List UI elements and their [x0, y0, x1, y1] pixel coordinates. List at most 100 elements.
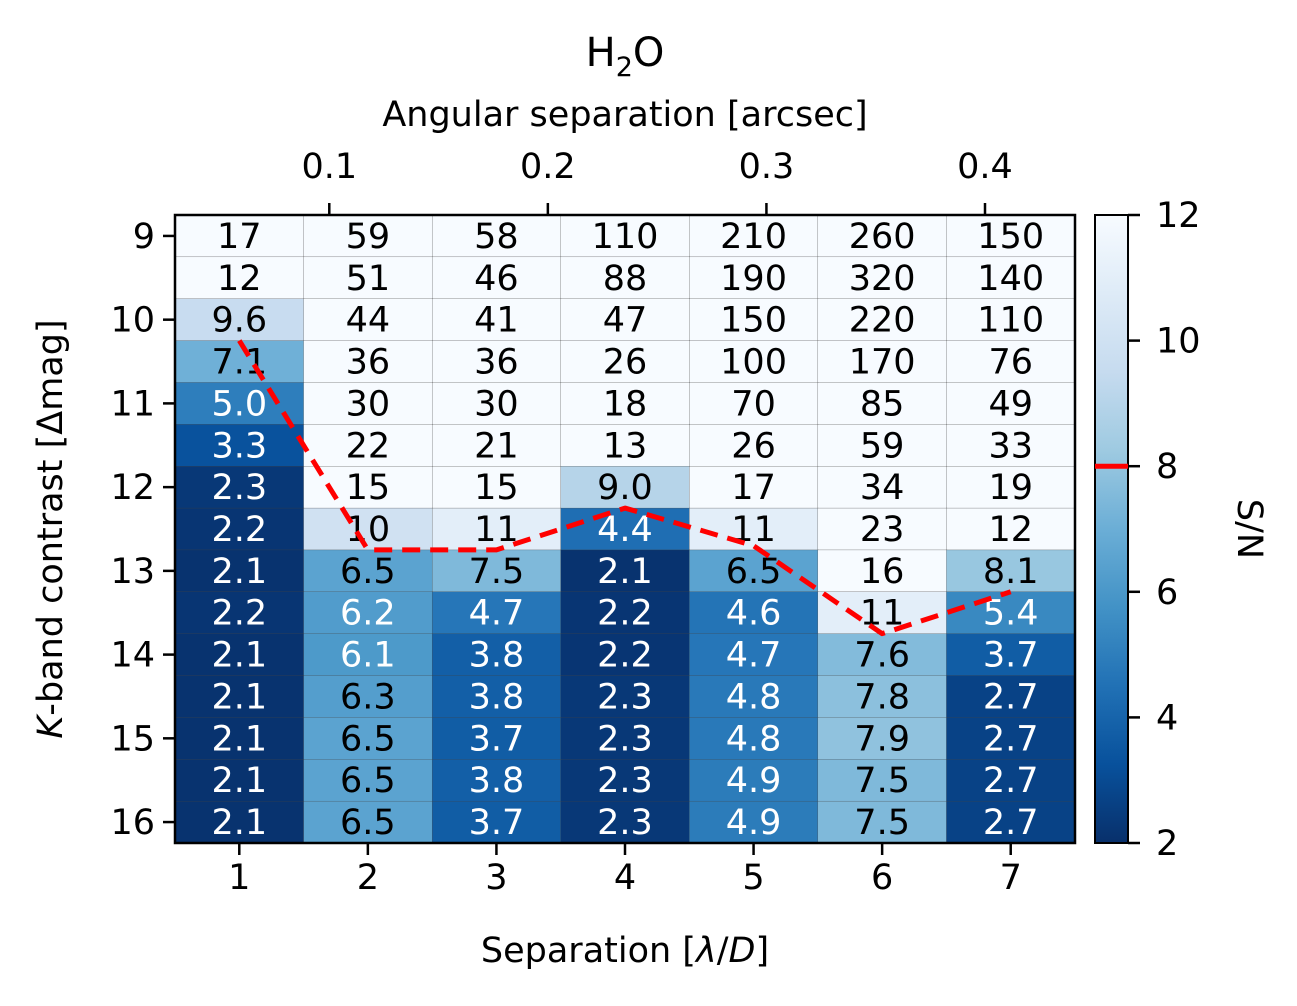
heatmap-cell: [431, 633, 562, 677]
cell-value-label: 59: [346, 217, 391, 257]
cell-value-label: 2.1: [211, 552, 267, 592]
cell-value-label: 4.9: [726, 803, 782, 843]
heatmap-cell: [817, 507, 948, 551]
cell-value-label: 7.6: [854, 636, 910, 676]
heatmap-cell: [946, 382, 1076, 425]
heatmap-cell: [817, 591, 948, 635]
cell-value-label: 4.8: [726, 719, 782, 759]
heatmap-cell: [303, 214, 433, 258]
secondary-x-tick-label: 0.2: [520, 147, 576, 187]
cell-value-label: 30: [474, 384, 519, 424]
cell-value-label: 85: [860, 384, 905, 424]
cell-value-label: 51: [346, 259, 391, 299]
cell-value-label: 2.2: [597, 636, 653, 676]
heatmap-cell: [689, 298, 819, 342]
cell-value-label: 3.7: [469, 719, 525, 759]
cell-value-label: 17: [731, 468, 776, 508]
y-tick-label: 15: [110, 719, 155, 759]
heatmap-cell: [303, 340, 433, 384]
y-tick-label: 12: [110, 468, 155, 508]
heatmap-cell: [817, 382, 948, 425]
cell-value-label: 5.0: [211, 384, 267, 424]
cell-value-label: 7.5: [854, 761, 910, 801]
cell-value-label: 47: [603, 301, 648, 341]
cell-value-label: 15: [474, 468, 519, 508]
heatmap-cell: [946, 466, 1076, 509]
colorbar-tick-label: 6: [1156, 573, 1178, 613]
heatmap-cell: [303, 507, 433, 551]
heatmap-cell: [174, 591, 305, 635]
cell-value-label: 3.7: [469, 803, 525, 843]
heatmap-cell: [431, 549, 562, 593]
cell-value-label: 260: [849, 217, 916, 257]
heatmap-cell: [560, 214, 690, 258]
cell-value-label: 58: [474, 217, 519, 257]
cell-value-label: 15: [346, 468, 391, 508]
heatmap-cell: [174, 214, 305, 258]
heatmap-cell: [946, 633, 1076, 677]
cell-value-label: 2.7: [983, 803, 1039, 843]
heatmap-cells: [174, 214, 1076, 844]
cell-value-label: 19: [988, 468, 1033, 508]
y-tick-label: 10: [110, 301, 155, 341]
cell-value-label: 2.1: [211, 636, 267, 676]
cell-value-label: 150: [720, 301, 787, 341]
heatmap-cell: [560, 340, 690, 384]
cell-value-label: 100: [720, 343, 787, 383]
cell-value-label: 11: [731, 510, 776, 550]
cell-value-label: 170: [849, 343, 916, 383]
colorbar-tick-label: 2: [1156, 824, 1178, 864]
cell-value-label: 6.5: [726, 552, 782, 592]
heatmap-cell: [431, 466, 562, 509]
heatmap-cell: [303, 800, 433, 844]
heatmap-cell: [689, 214, 819, 258]
y-tick-label: 14: [110, 636, 155, 676]
x-axis-ticks: 1 2 3 4 5 6 7: [228, 843, 1022, 898]
colorbar-tick-label: 8: [1156, 447, 1178, 487]
cell-value-label: 3.8: [469, 636, 525, 676]
colorbar-title: S/N: [1229, 499, 1269, 559]
cell-value-label: 26: [603, 343, 648, 383]
heatmap-cell: [174, 507, 305, 551]
cell-value-label: 2.7: [983, 677, 1039, 717]
heatmap-cell: [689, 633, 819, 677]
heatmap-cell: [174, 256, 305, 300]
heatmap-cell: [303, 466, 433, 509]
heatmap-cell: [431, 759, 562, 802]
cell-value-label: 4.9: [726, 761, 782, 801]
heatmap-cell: [946, 675, 1076, 719]
cell-value-label: 190: [720, 259, 787, 299]
cell-value-label: 21: [474, 426, 519, 466]
heatmap-cell: [560, 591, 690, 635]
cell-value-label: 9.6: [211, 301, 267, 341]
heatmap-cell: [946, 507, 1076, 551]
heatmap-cell: [946, 424, 1076, 467]
cell-value-label: 12: [217, 259, 262, 299]
x-tick-label: 4: [614, 858, 636, 898]
heatmap-cell: [689, 507, 819, 551]
heatmap-cell: [431, 382, 562, 425]
cell-value-label: 7.5: [854, 803, 910, 843]
heatmap-cell: [817, 633, 948, 677]
cell-value-label: 36: [474, 343, 519, 383]
cell-value-label: 49: [988, 384, 1033, 424]
heatmap-cell: [174, 800, 305, 844]
heatmap-cell: [689, 340, 819, 384]
heatmap-cell: [174, 675, 305, 719]
x-axis-title: Separation [λ/D]: [481, 931, 769, 971]
heatmap-cell: [174, 717, 305, 760]
y-axis-title: K-band contrast [Δmag]: [31, 319, 71, 738]
heatmap-cell: [431, 591, 562, 635]
heatmap-cell: [560, 800, 690, 844]
heatmap-cell: [431, 256, 562, 300]
cell-value-label: 2.3: [211, 468, 267, 508]
cell-value-label: 2.7: [983, 761, 1039, 801]
secondary-x-tick-label: 0.3: [739, 147, 795, 187]
cell-value-label: 2.2: [597, 594, 653, 634]
heatmap-cell: [689, 717, 819, 760]
colorbar-tick-label: 12: [1156, 196, 1201, 236]
heatmap-cell: [817, 549, 948, 593]
heatmap-cell: [303, 633, 433, 677]
cell-value-label: 36: [346, 343, 391, 383]
